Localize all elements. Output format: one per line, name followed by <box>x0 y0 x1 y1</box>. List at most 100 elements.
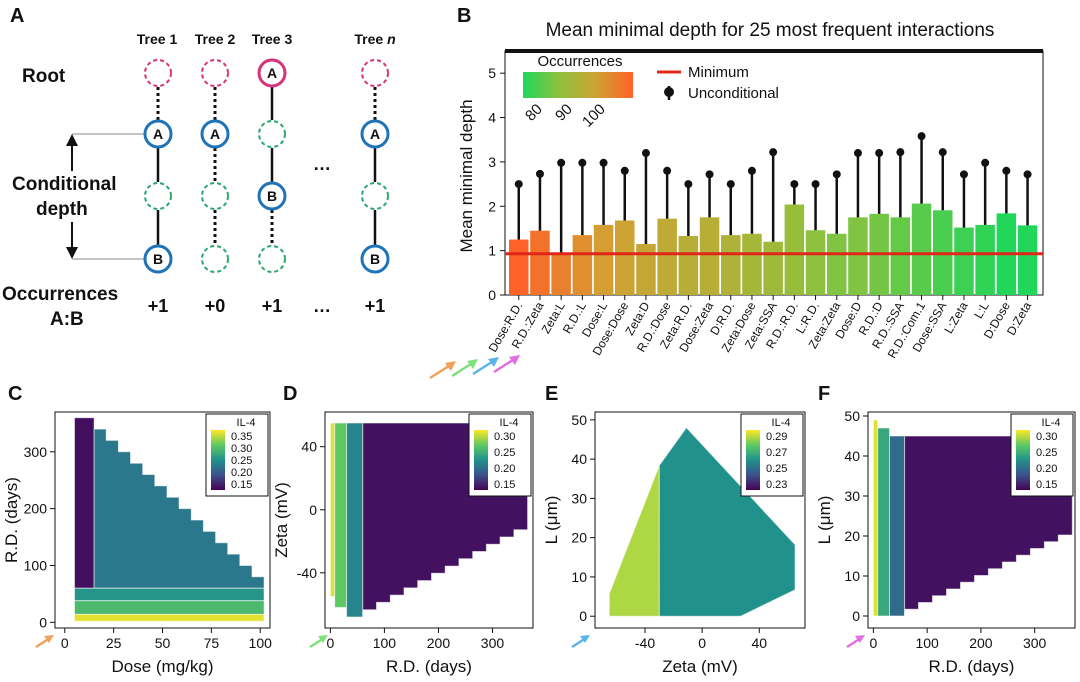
colorbar-tick: 0.35 <box>231 431 252 443</box>
colorbar-title: IL-4 <box>1042 417 1061 429</box>
occurrence-tree-1: +1 <box>148 296 169 316</box>
unconditional-point <box>535 169 544 178</box>
heatmap-xlabel: R.D. (days) <box>386 657 472 676</box>
trees: A B A A B A B <box>143 58 390 274</box>
unconditional-point <box>917 132 926 141</box>
origin-arrowhead <box>44 635 54 643</box>
bracket-arrowhead-down <box>66 247 78 259</box>
heatmap-xtick-label: 40 <box>751 635 767 651</box>
highlight-arrowhead <box>509 355 520 365</box>
colorbar-tick: 0.25 <box>231 455 252 467</box>
colorbar-tick: 0.25 <box>494 447 515 459</box>
unconditional-point <box>705 170 714 179</box>
colorbar-title: Occurrences <box>537 53 622 70</box>
empty-node <box>201 245 229 273</box>
heatmap-f: 0 100 200 300 0 10 20 30 40 50 R.D. (days) L (μm) IL… <box>815 408 1076 676</box>
heatmap-xlabel: Zeta (mV) <box>662 657 738 676</box>
heatmap-xtick-label: 300 <box>481 635 505 651</box>
bar-L:R.D. <box>805 230 826 295</box>
colorbar-tick: 0.30 <box>494 431 515 443</box>
heatmap-region-4 <box>74 613 265 622</box>
chart-b-ytick-label: 4 <box>488 110 496 126</box>
unconditional-point <box>896 148 905 157</box>
colorbar-tick: 0.30 <box>231 443 252 455</box>
heatmap-ytick-label: 10 <box>571 569 587 585</box>
heatmap-ytick-label: 40 <box>844 448 860 464</box>
legend-minimum-label: Minimum <box>688 64 749 81</box>
node-letter-a: A <box>370 126 380 142</box>
empty-node <box>361 182 389 210</box>
heatmap-xtick-label: 0 <box>61 635 69 651</box>
heatmap-xtick-label: 0 <box>327 635 335 651</box>
colorbar-ramp <box>1016 430 1030 490</box>
origin-arrowhead <box>580 635 590 643</box>
highlight-arrowhead <box>467 359 478 369</box>
tree-n-suffix: n <box>387 31 396 47</box>
heatmap-ylabel: Zeta (mV) <box>272 482 291 558</box>
heatmap-region-0 <box>872 419 879 617</box>
bar-R.D.:L <box>572 235 593 295</box>
heatmap-d: 0 100 200 300 -40 0 40 R.D. (days) Zeta (mV) IL-4… <box>272 411 534 676</box>
colorbar-tick: 0.27 <box>766 447 787 459</box>
heatmap-xtick-label: 75 <box>204 635 220 651</box>
heatmap-ytick-label: 50 <box>571 412 587 428</box>
bar-L:L <box>975 224 995 295</box>
heatmap-region-1 <box>658 426 796 617</box>
bar-R.D.:R.D. <box>784 204 805 295</box>
heatmap-region-1 <box>334 422 348 608</box>
heatmap-region-1 <box>93 428 265 589</box>
tree-diagram: Tree 1 Tree 2 Tree 3 Tree n Root Conditi… <box>2 31 396 330</box>
heatmap-xtick-label: 0 <box>698 635 706 651</box>
colorbar-tick: 0.15 <box>231 479 252 491</box>
heatmap-xtick-label: 25 <box>106 635 122 651</box>
unconditional-point <box>959 170 968 179</box>
unconditional-point <box>1002 166 1011 175</box>
heatmap-ylabel: R.D. (days) <box>2 477 21 563</box>
unconditional-point <box>769 148 778 157</box>
heatmap-ytick-label: 10 <box>844 568 860 584</box>
heatmap-xtick-label: 100 <box>915 635 939 651</box>
unconditional-point <box>747 166 756 175</box>
bar-Dose:Dose <box>615 220 635 295</box>
node-letter-b: B <box>370 251 380 267</box>
heatmap-ylabel: L (μm) <box>542 496 561 545</box>
category-label: L:L <box>971 299 992 321</box>
chart-b-body: 012345Dose:R.D.R.D.:ZetaZeta:LR.D.:LDose… <box>429 49 1044 380</box>
heatmap-ytick-label: 40 <box>571 451 587 467</box>
unconditional-point <box>875 149 884 158</box>
heatmap-xlabel: Dose (mg/kg) <box>111 657 213 676</box>
heatmap-e: -40 0 40 0 10 20 30 40 50 Zeta (mV) L (μm) IL-4 0.29… <box>542 411 806 676</box>
colorbar-tick: 0.25 <box>766 463 787 475</box>
heatmap-xtick-label: 200 <box>969 635 993 651</box>
colorbar-tick: 0.20 <box>494 463 515 475</box>
bar-Zeta:Zeta <box>827 233 847 295</box>
panel-letter-b: B <box>457 5 471 27</box>
heatmap-ytick-label: 0 <box>579 608 587 624</box>
bar-Zeta:D <box>636 243 656 295</box>
unconditional-point <box>557 158 566 167</box>
colorbar-ramp <box>746 430 760 490</box>
colorbar-ramp <box>211 430 225 490</box>
bar-R.D.:SSA <box>890 217 911 295</box>
bar-Zeta:L <box>551 252 571 295</box>
occurrences-label-2: A:B <box>50 309 84 330</box>
unconditional-point <box>663 166 672 175</box>
node-letter-a: A <box>210 126 220 142</box>
colorbar-tick: 0.23 <box>766 479 787 491</box>
bar-Dose:D <box>848 217 868 295</box>
bar-R.D.:Com.1 <box>911 203 932 295</box>
node-a <box>200 119 230 149</box>
heatmap-c: 0 25 50 75 100 0 100 200 300 Dose (mg/kg) R.D. (da… <box>2 411 272 676</box>
heatmap-ytick-label: 30 <box>571 490 587 506</box>
heatmap-ytick-label: 40 <box>301 439 317 455</box>
empty-node <box>144 182 172 210</box>
root-node-empty <box>201 59 229 87</box>
colorbar-tick: 0.30 <box>1036 431 1057 443</box>
panel-letter-c: C <box>8 383 22 405</box>
heatmap-region-2 <box>346 422 364 618</box>
unconditional-point <box>811 180 820 189</box>
chart-b-title: Mean minimal depth for 25 most frequent … <box>546 20 995 41</box>
chart-b-ytick-label: 1 <box>488 243 496 259</box>
tree-n-prefix: Tree <box>354 31 387 47</box>
bar-D:Zeta <box>1017 225 1038 295</box>
